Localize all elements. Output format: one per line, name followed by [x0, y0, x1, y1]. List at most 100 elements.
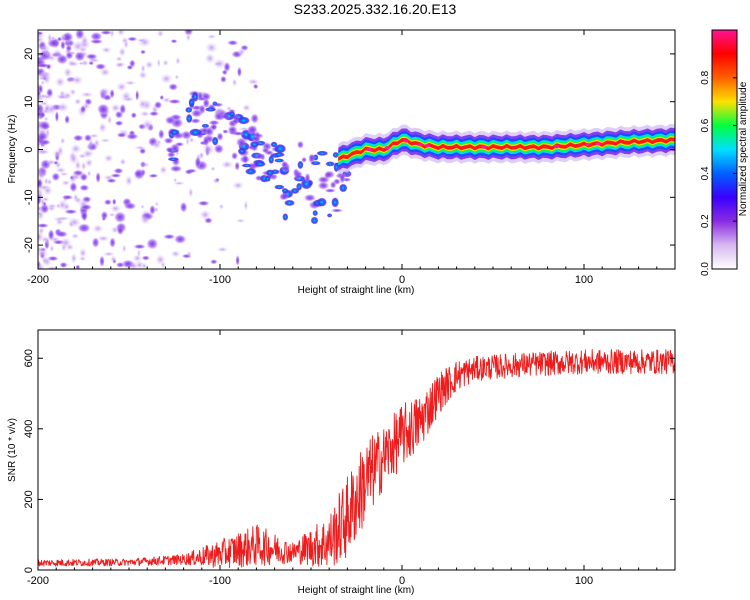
spectrogram-ridge-cell	[167, 157, 179, 162]
spectrogram-ridge-cell	[245, 168, 257, 175]
spectrogram-ridge-cell	[163, 137, 174, 144]
spectrogram-ridge-cell	[331, 197, 339, 208]
spectrogram-ridge-cell	[235, 137, 248, 148]
spectrogram-ridge-cell	[330, 208, 344, 213]
spectrogram-noise-cell	[116, 30, 126, 37]
spectrogram-noise-cell	[169, 165, 183, 173]
spectrogram-ridge-band	[338, 136, 675, 163]
spectrogram-noise-cell	[204, 42, 218, 54]
spectrogram-ridge-cell	[190, 118, 202, 124]
spectrogram-noise-cell	[210, 166, 216, 172]
spectrogram-noise-cell	[43, 48, 50, 57]
spectrogram-x-tick-label: -100	[209, 274, 231, 286]
spectrogram-noise-cell	[57, 145, 64, 156]
spectrogram-noise-cell	[42, 255, 52, 268]
spectrogram-noise-cell	[234, 161, 240, 171]
spectrogram-noise-cell	[152, 140, 162, 150]
colorbar-gradient	[711, 29, 738, 270]
snr-panel: -200 -100 0 100 0 200 400 600 Height of straigh…	[7, 329, 676, 596]
spectrogram-noise-cell	[55, 54, 69, 65]
spectrogram-noise-cell	[194, 156, 202, 169]
spectrogram-noise-cell	[126, 64, 134, 70]
spectrogram-noise-cell	[99, 255, 105, 268]
spectrogram-noise-cell	[100, 210, 109, 220]
spectrogram-ridge-cell	[323, 170, 335, 179]
spectrogram-ridge-cell	[265, 169, 275, 177]
spectrogram-noise-cell	[112, 198, 117, 206]
spectrogram-noise-cell	[60, 137, 66, 145]
spectrogram-noise-cell	[115, 62, 125, 69]
spectrogram-peak-cell	[585, 142, 591, 147]
spectrogram-ridge-cell	[198, 104, 206, 115]
snr-x-tick-label: -200	[27, 575, 49, 587]
spectrogram-noise-cell	[109, 255, 117, 263]
spectrogram-noise-cell	[124, 175, 133, 187]
spectrogram-noise-cell	[141, 162, 150, 168]
spectrogram-noise-cell	[206, 34, 217, 39]
spectrogram-noise-cell	[102, 251, 116, 257]
spectrogram-noise-cell	[88, 133, 100, 139]
spectrogram-noise-cell	[250, 113, 259, 124]
spectrogram-ridge-cell	[316, 150, 329, 156]
spectrogram-ridge-cell	[231, 151, 239, 160]
spectrogram-ridge-cell	[222, 129, 229, 134]
spectrogram-ridge-cell	[282, 213, 289, 221]
spectrogram-noise-cell	[72, 134, 84, 142]
spectrogram-ridge-cell	[197, 90, 204, 102]
spectrogram-noise-cell	[57, 216, 71, 221]
spectrogram-ridge-cell	[273, 143, 287, 154]
spectrogram-ridge-cell	[325, 161, 336, 167]
spectrogram-ridge-cell	[333, 162, 340, 173]
spectrogram-noise-cell	[159, 165, 168, 175]
spectrogram-noise-cell	[170, 250, 181, 258]
spectrogram-noise-cell	[56, 101, 70, 113]
spectrogram-noise-cell	[243, 199, 249, 212]
spectrogram-ridge-cell	[274, 184, 285, 190]
spectrogram-ridge-cell	[211, 136, 219, 146]
spectrogram-noise-cell	[99, 67, 111, 77]
spectrogram-peak-cell	[366, 147, 372, 152]
spectrogram-noise-cell	[98, 122, 108, 133]
spectrogram-ridge-cell	[339, 173, 346, 184]
spectrogram-noise-cell	[38, 231, 44, 243]
spectrogram-noise-cell	[39, 111, 46, 119]
spectrogram-noise-cell	[127, 36, 138, 42]
spectrogram-ridge-cell	[264, 175, 271, 182]
spectrogram-ridge-cell	[242, 154, 249, 165]
spectrogram-noise-cell	[40, 80, 45, 86]
spectrogram-peak-cell	[417, 143, 423, 147]
spectrogram-noise-cell	[51, 172, 61, 182]
spectrogram-noise-cell	[184, 169, 193, 175]
spectrogram-noise-cell	[183, 30, 194, 36]
spectrogram-ridge-cell	[227, 126, 238, 134]
spectrogram-noise-cell	[133, 168, 145, 181]
spectrogram-ridge-cell	[310, 216, 319, 225]
spectrogram-noise-cell	[140, 118, 154, 131]
spectrogram-noise-cell	[38, 262, 45, 269]
spectrogram-ridge-cell	[312, 210, 319, 217]
spectrogram-ridge-cell	[219, 114, 232, 119]
spectrogram-noise-cell	[46, 203, 58, 209]
spectrogram-noise-cell	[110, 103, 122, 113]
spectrogram-noise-cell	[144, 60, 154, 70]
spectrogram-noise-cell	[109, 204, 122, 213]
spectrogram-y-tick-label: -10	[23, 189, 35, 205]
snr-x-tick-label: 100	[575, 575, 593, 587]
spectrogram-noise-cell	[133, 244, 146, 250]
spectrogram-noise-cell	[156, 58, 161, 68]
colorbar-ticks: 0.0 0.2 0.4 0.6 0.8	[700, 70, 737, 276]
spectrogram-ridge-cell	[281, 160, 289, 169]
spectrogram-noise-cell	[55, 230, 69, 238]
spectrogram-noise-cell	[68, 153, 79, 165]
spectrogram-noise-cell	[38, 131, 49, 142]
spectrogram-noise-cell	[140, 204, 145, 210]
spectrogram-noise-cell	[212, 178, 220, 184]
spectrogram-noise-cell	[68, 61, 80, 67]
spectrogram-noise-cell	[141, 255, 150, 261]
spectrogram-y-label: Frequency (Hz)	[7, 115, 18, 184]
spectrogram-ridge-cell	[296, 140, 304, 149]
spectrogram-ridge-cell	[326, 213, 333, 218]
spectrogram-noise-cell	[173, 234, 187, 244]
spectrogram-ridge-cell	[164, 115, 177, 125]
